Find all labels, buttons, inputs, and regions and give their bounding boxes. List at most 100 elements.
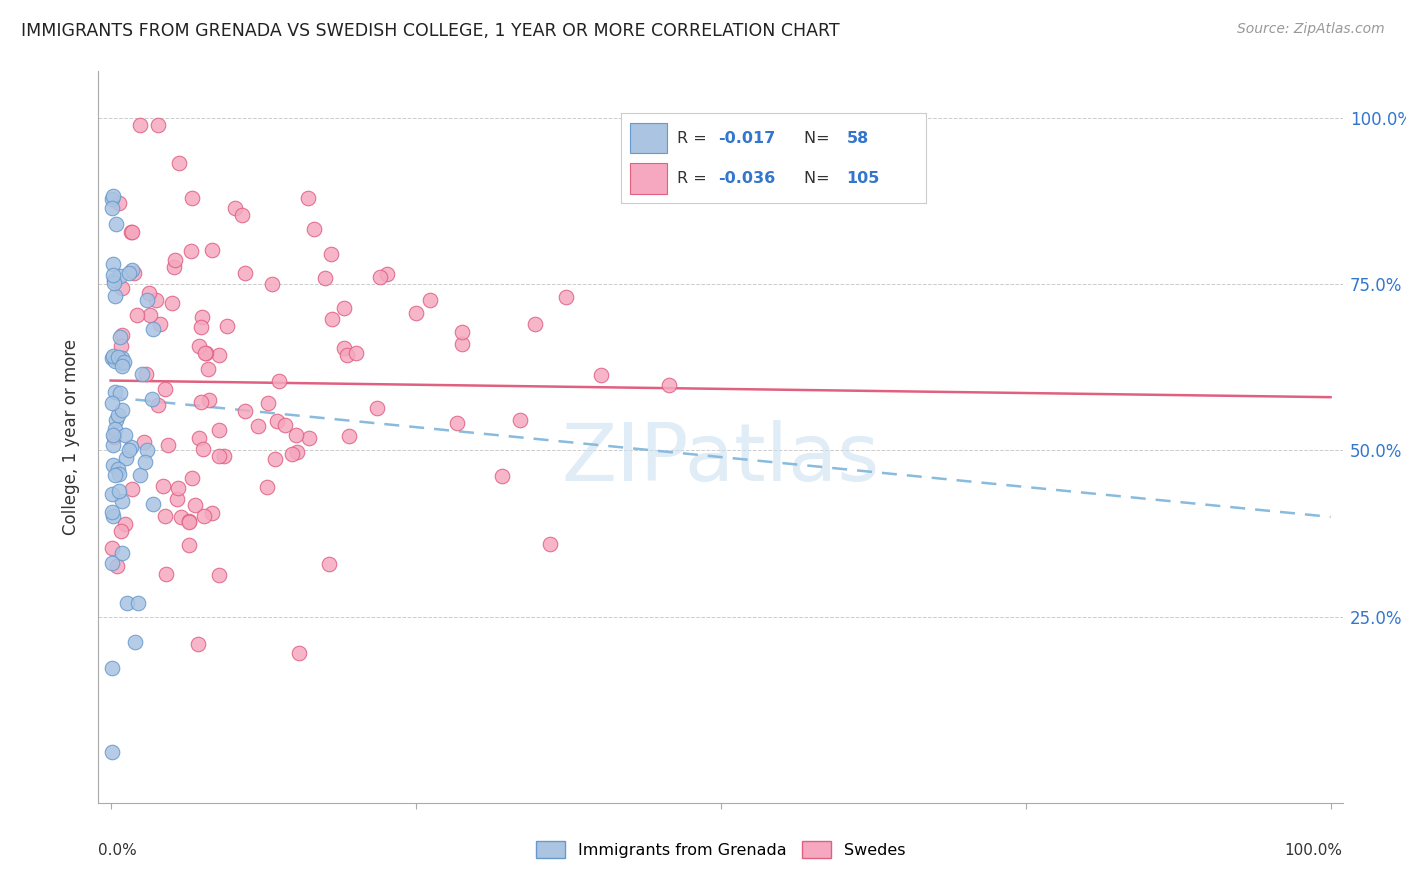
Point [111, 355, 134, 369]
Point [170, 509, 193, 524]
Point [104, 422, 127, 436]
Point [280, 447, 302, 461]
Point [262, 277, 284, 291]
Point [104, 468, 127, 483]
Point [163, 260, 186, 274]
Point [110, 351, 132, 365]
Point [145, 293, 167, 307]
Point [129, 468, 152, 483]
Point [128, 118, 150, 132]
Point [419, 293, 441, 307]
Point [337, 429, 360, 443]
Point [212, 449, 235, 463]
Point [246, 419, 269, 434]
Text: 105: 105 [846, 171, 880, 186]
Point [101, 256, 124, 270]
Point [257, 395, 280, 409]
Point [141, 392, 163, 406]
Point [101, 189, 124, 203]
Text: Source: ZipAtlas.com: Source: ZipAtlas.com [1237, 22, 1385, 37]
Point [108, 268, 131, 283]
Point [114, 450, 136, 465]
Point [405, 306, 427, 320]
Text: ZIPatlas: ZIPatlas [561, 420, 880, 498]
Point [101, 556, 124, 570]
Point [101, 438, 124, 452]
Point [104, 353, 127, 368]
Point [110, 339, 132, 353]
Text: 0.0%: 0.0% [98, 843, 138, 858]
Point [108, 330, 131, 344]
Point [264, 452, 287, 467]
Point [103, 276, 125, 290]
Point [321, 312, 343, 326]
Point [181, 471, 204, 485]
Point [127, 596, 149, 610]
Point [446, 416, 468, 430]
Point [201, 506, 224, 520]
Point [153, 382, 176, 396]
Point [180, 244, 202, 259]
Point [198, 393, 221, 408]
Point [101, 193, 124, 207]
Point [108, 467, 131, 482]
Y-axis label: College, 1 year or more: College, 1 year or more [62, 339, 80, 535]
Point [103, 273, 125, 287]
Point [538, 536, 561, 550]
Point [208, 423, 231, 437]
Point [187, 637, 209, 651]
Point [121, 225, 143, 239]
Point [450, 325, 472, 339]
Point [302, 222, 325, 236]
Point [124, 635, 146, 649]
Point [177, 515, 200, 529]
Point [208, 568, 231, 582]
Point [121, 482, 143, 496]
Point [112, 355, 135, 369]
Point [110, 385, 132, 400]
Point [135, 293, 157, 308]
Point [111, 546, 134, 560]
Point [555, 290, 578, 304]
Point [114, 428, 136, 442]
Point [524, 317, 547, 331]
Point [451, 336, 474, 351]
Point [335, 348, 357, 362]
Point [266, 414, 288, 428]
Point [256, 480, 278, 494]
Text: -0.036: -0.036 [718, 171, 776, 186]
Point [319, 247, 342, 261]
Point [314, 271, 336, 285]
Text: R =: R = [678, 171, 713, 186]
Point [181, 191, 204, 205]
Point [165, 253, 187, 268]
Point [190, 310, 212, 324]
Point [288, 646, 311, 660]
Point [149, 317, 172, 331]
Point [103, 428, 125, 442]
Point [134, 454, 156, 468]
Point [167, 481, 190, 495]
Point [107, 351, 129, 365]
Point [208, 449, 231, 463]
Point [190, 395, 212, 409]
Legend: Immigrants from Grenada, Swedes: Immigrants from Grenada, Swedes [530, 835, 911, 864]
Point [231, 208, 253, 222]
Text: N=: N= [804, 131, 835, 145]
Point [194, 346, 217, 360]
Point [157, 438, 180, 452]
Point [297, 191, 319, 205]
Point [138, 285, 160, 300]
Point [233, 403, 256, 417]
Point [152, 479, 174, 493]
Point [146, 398, 169, 412]
Point [101, 351, 124, 366]
Point [191, 442, 214, 456]
Point [105, 218, 128, 232]
Point [160, 295, 183, 310]
Point [101, 504, 124, 518]
Point [366, 401, 388, 416]
Point [509, 413, 531, 427]
Point [139, 308, 162, 322]
Point [103, 430, 125, 444]
